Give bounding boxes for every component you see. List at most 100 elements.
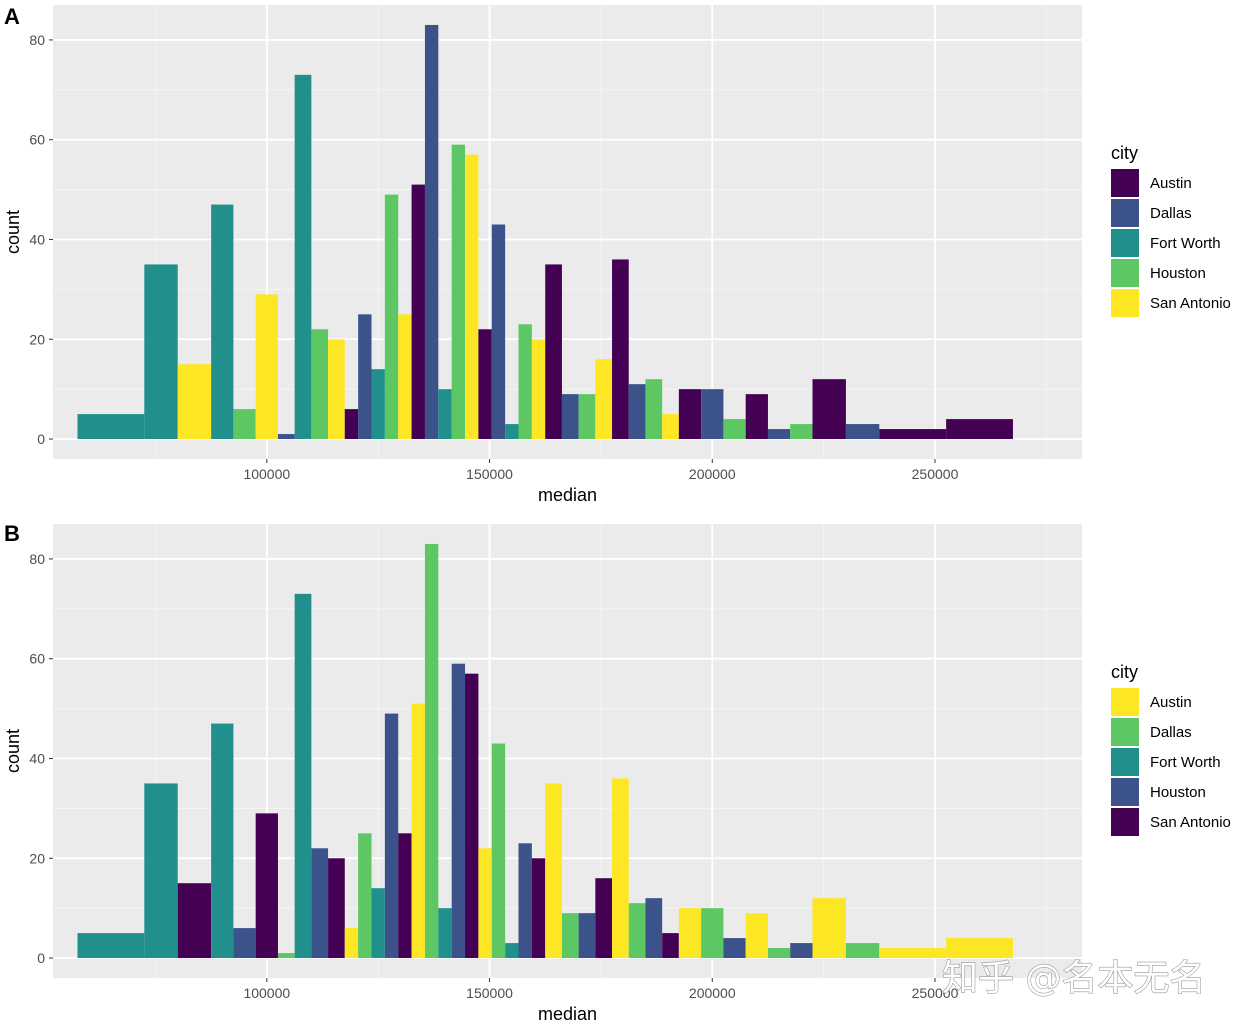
y-tick-label: 0	[37, 950, 45, 966]
legend-title: city	[1111, 143, 1138, 163]
bar-dallas	[358, 833, 372, 959]
bar-austin	[545, 264, 562, 440]
bar-san-antonio	[595, 878, 613, 959]
bar-dallas	[845, 943, 880, 959]
bar-fort-worth	[77, 414, 145, 440]
y-axis-title: count	[3, 210, 23, 254]
bar-dallas	[491, 743, 506, 959]
bar-fort-worth	[505, 943, 519, 959]
y-tick-label: 0	[37, 431, 45, 447]
bar-fort-worth	[211, 204, 234, 440]
bar-fort-worth	[294, 593, 312, 959]
bar-dallas	[358, 314, 372, 440]
y-tick-label: 60	[29, 132, 45, 148]
bar-fort-worth	[144, 783, 178, 959]
bar-austin	[344, 928, 359, 959]
bar-dallas	[561, 394, 579, 440]
x-tick-label: 100000	[243, 985, 290, 1001]
bar-fort-worth	[144, 264, 178, 440]
bar-austin	[745, 913, 768, 959]
x-tick-label: 150000	[466, 985, 513, 1001]
bar-dallas	[424, 24, 439, 440]
legend-label: Houston	[1150, 784, 1206, 801]
bar-fort-worth	[371, 888, 385, 959]
bar-dallas	[767, 948, 791, 959]
bar-dallas	[628, 384, 646, 440]
bar-dallas	[767, 429, 791, 440]
bar-san-antonio	[531, 858, 546, 959]
bar-dallas	[277, 953, 295, 959]
bar-dallas	[424, 543, 439, 959]
legend-swatch	[1111, 229, 1139, 257]
bar-austin	[946, 938, 1013, 959]
bar-austin	[411, 703, 425, 959]
legend-swatch	[1111, 688, 1139, 716]
bar-austin	[879, 429, 947, 440]
bar-san-antonio	[465, 673, 479, 959]
bar-houston	[578, 394, 596, 440]
bar-san-antonio	[328, 339, 345, 440]
bar-san-antonio	[177, 364, 212, 440]
bar-san-antonio	[398, 833, 412, 959]
legend-label: Fort Worth	[1150, 754, 1221, 771]
bar-houston	[451, 144, 466, 440]
bar-san-antonio	[255, 294, 278, 440]
legend-label: Houston	[1150, 265, 1206, 282]
bar-san-antonio	[177, 883, 212, 959]
legend-title: city	[1111, 662, 1138, 682]
bar-austin	[812, 898, 846, 959]
bar-austin	[678, 389, 702, 440]
bar-dallas	[701, 908, 724, 959]
bar-fort-worth	[438, 389, 452, 440]
bar-fort-worth	[77, 933, 145, 959]
legend-label: Dallas	[1150, 205, 1192, 222]
legend-swatch	[1111, 259, 1139, 287]
bar-dallas	[277, 434, 295, 440]
legend-label: San Antonio	[1150, 814, 1231, 831]
bar-houston	[645, 898, 663, 959]
bar-san-antonio	[255, 813, 278, 959]
bar-fort-worth	[294, 74, 312, 440]
bar-austin	[411, 184, 425, 440]
y-tick-label: 20	[29, 850, 45, 866]
legend-swatch	[1111, 778, 1139, 806]
bar-fort-worth	[371, 369, 385, 440]
bar-san-antonio	[531, 339, 546, 440]
bar-houston	[723, 938, 746, 959]
panel-a: A 0 20 40 60 80 100000 150000 200000 250000 median…	[3, 4, 1231, 505]
y-tick-label: 80	[29, 551, 45, 567]
bar-austin	[612, 778, 629, 959]
bar-fort-worth	[505, 424, 519, 440]
bar-austin	[612, 259, 629, 440]
bar-san-antonio	[328, 858, 345, 959]
legend-label: San Antonio	[1150, 295, 1231, 312]
bar-austin	[344, 409, 359, 440]
panel-tag-label: B	[4, 521, 20, 546]
bar-san-antonio	[662, 933, 679, 959]
x-tick-label: 250000	[912, 985, 959, 1001]
bar-austin	[478, 848, 492, 959]
y-tick-label: 20	[29, 331, 45, 347]
bar-san-antonio	[662, 414, 679, 440]
bar-dallas	[628, 903, 646, 959]
x-tick-label: 100000	[243, 466, 290, 482]
legend-swatch	[1111, 718, 1139, 746]
y-axis-title: count	[3, 729, 23, 773]
legend-swatch	[1111, 748, 1139, 776]
legend-swatch	[1111, 289, 1139, 317]
bar-fort-worth	[438, 908, 452, 959]
y-tick-label: 60	[29, 651, 45, 667]
bar-houston	[311, 329, 329, 440]
bar-houston	[790, 424, 813, 440]
x-axis-title: median	[538, 485, 597, 505]
bar-austin	[879, 948, 947, 959]
bar-houston	[384, 713, 399, 959]
bar-san-antonio	[398, 314, 412, 440]
x-tick-label: 200000	[689, 466, 736, 482]
bar-houston	[645, 379, 663, 440]
legend-label: Austin	[1150, 175, 1192, 192]
y-tick-label: 40	[29, 750, 45, 766]
bar-houston	[233, 409, 256, 440]
bar-austin	[946, 419, 1013, 440]
legend-swatch	[1111, 169, 1139, 197]
